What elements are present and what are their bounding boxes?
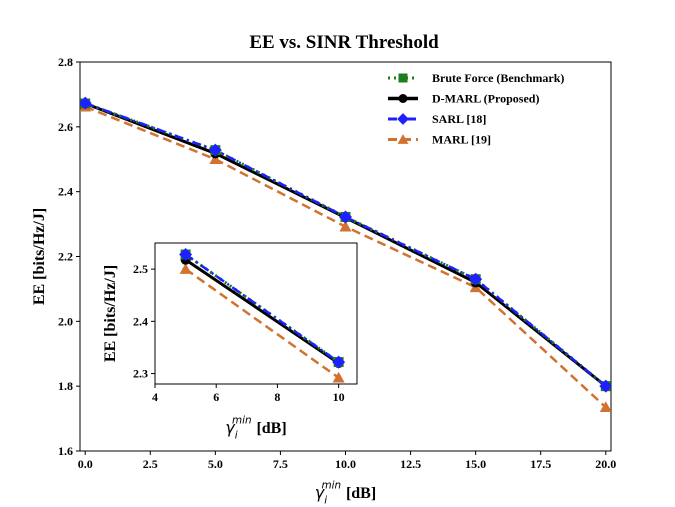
- main-xlabel-unit: [dB]: [346, 485, 376, 502]
- main-ylabel: EE [bits/Hz/J]: [31, 208, 48, 305]
- inset-plot: 4 6 8 10 2.3 2.4 2.5 EE [bits/Hz/J] γi min [dB]: [102, 242, 358, 442]
- main-xlabel-sub: i: [324, 495, 327, 507]
- inset-series-line: [184, 253, 340, 364]
- legend-label: MARL [19]: [432, 133, 491, 147]
- legend-label: SARL [18]: [432, 112, 486, 126]
- main-ytick-label: 1.8: [58, 379, 73, 393]
- main-data-point: [208, 143, 222, 157]
- main-series-group: [80, 96, 611, 413]
- main-data-point: [599, 379, 611, 393]
- main-xtick-label: 5.0: [208, 457, 223, 471]
- main-xtick-label: 2.5: [143, 457, 158, 471]
- inset-series-group: [179, 247, 346, 383]
- inset-xlabel-symbol: γ: [225, 418, 236, 437]
- main-xtick-label: 20.0: [595, 457, 616, 471]
- main-ytick-label: 2.8: [58, 55, 73, 69]
- main-xtick-label: 0.0: [78, 457, 93, 471]
- main-ytick-label: 1.6: [58, 444, 73, 458]
- legend-marker: [397, 134, 409, 144]
- main-data-point: [80, 96, 92, 110]
- main-xlabel-symbol: γ: [315, 483, 326, 502]
- inset-ytick-label: 2.5: [133, 262, 148, 276]
- main-xtick-label: 12.5: [400, 457, 421, 471]
- main-ytick-label: 2.4: [58, 185, 73, 199]
- main-ytick-label: 2.2: [58, 250, 73, 264]
- inset-xtick-label: 8: [274, 390, 280, 404]
- inset-data-point: [179, 247, 193, 261]
- inset-xlabel-unit: [dB]: [256, 420, 286, 437]
- inset-series-line: [184, 268, 340, 379]
- inset-xlabel: γi min [dB]: [225, 414, 286, 441]
- main-xlabel-sup: min: [322, 479, 342, 491]
- inset-ytick-label: 2.4: [133, 314, 148, 328]
- legend-marker: [398, 94, 408, 103]
- legend-marker: [397, 113, 409, 125]
- main-ytick-label: 2.6: [58, 120, 73, 134]
- main-data-point: [339, 220, 352, 232]
- main-data-point: [599, 401, 611, 413]
- inset-data-point: [332, 371, 345, 383]
- legend-label: D-MARL (Proposed): [432, 92, 539, 106]
- main-xlabel: γi min [dB]: [315, 479, 376, 506]
- inset-data-point: [179, 263, 192, 274]
- inset-xtick-label: 10: [333, 390, 345, 404]
- inset-frame: [154, 242, 358, 385]
- inset-xtick-label: 6: [213, 390, 219, 404]
- inset-ytick-label: 2.3: [133, 367, 148, 381]
- main-data-point: [339, 210, 352, 224]
- inset-xlabel-sub: i: [235, 430, 238, 442]
- inset-data-point: [332, 355, 346, 369]
- inset-xtick-label: 4: [152, 390, 158, 404]
- chart-title: EE vs. SINR Threshold: [249, 32, 439, 53]
- main-data-point: [209, 153, 222, 165]
- inset-xlabel-sup: min: [232, 414, 252, 426]
- main-ytick-label: 2.0: [58, 314, 73, 328]
- legend: Brute Force (Benchmark) D-MARL (Proposed)…: [388, 71, 564, 147]
- inset-ylabel: EE [bits/Hz/J]: [102, 265, 119, 362]
- main-xtick-label: 17.5: [530, 457, 551, 471]
- main-data-point: [469, 272, 483, 286]
- main-xtick-label: 7.5: [273, 457, 288, 471]
- main-xtick-label: 15.0: [465, 457, 486, 471]
- legend-marker: [398, 73, 408, 83]
- legend-label: Brute Force (Benchmark): [432, 71, 564, 85]
- inset-series-line: [184, 253, 340, 364]
- main-xtick-label: 10.0: [335, 457, 356, 471]
